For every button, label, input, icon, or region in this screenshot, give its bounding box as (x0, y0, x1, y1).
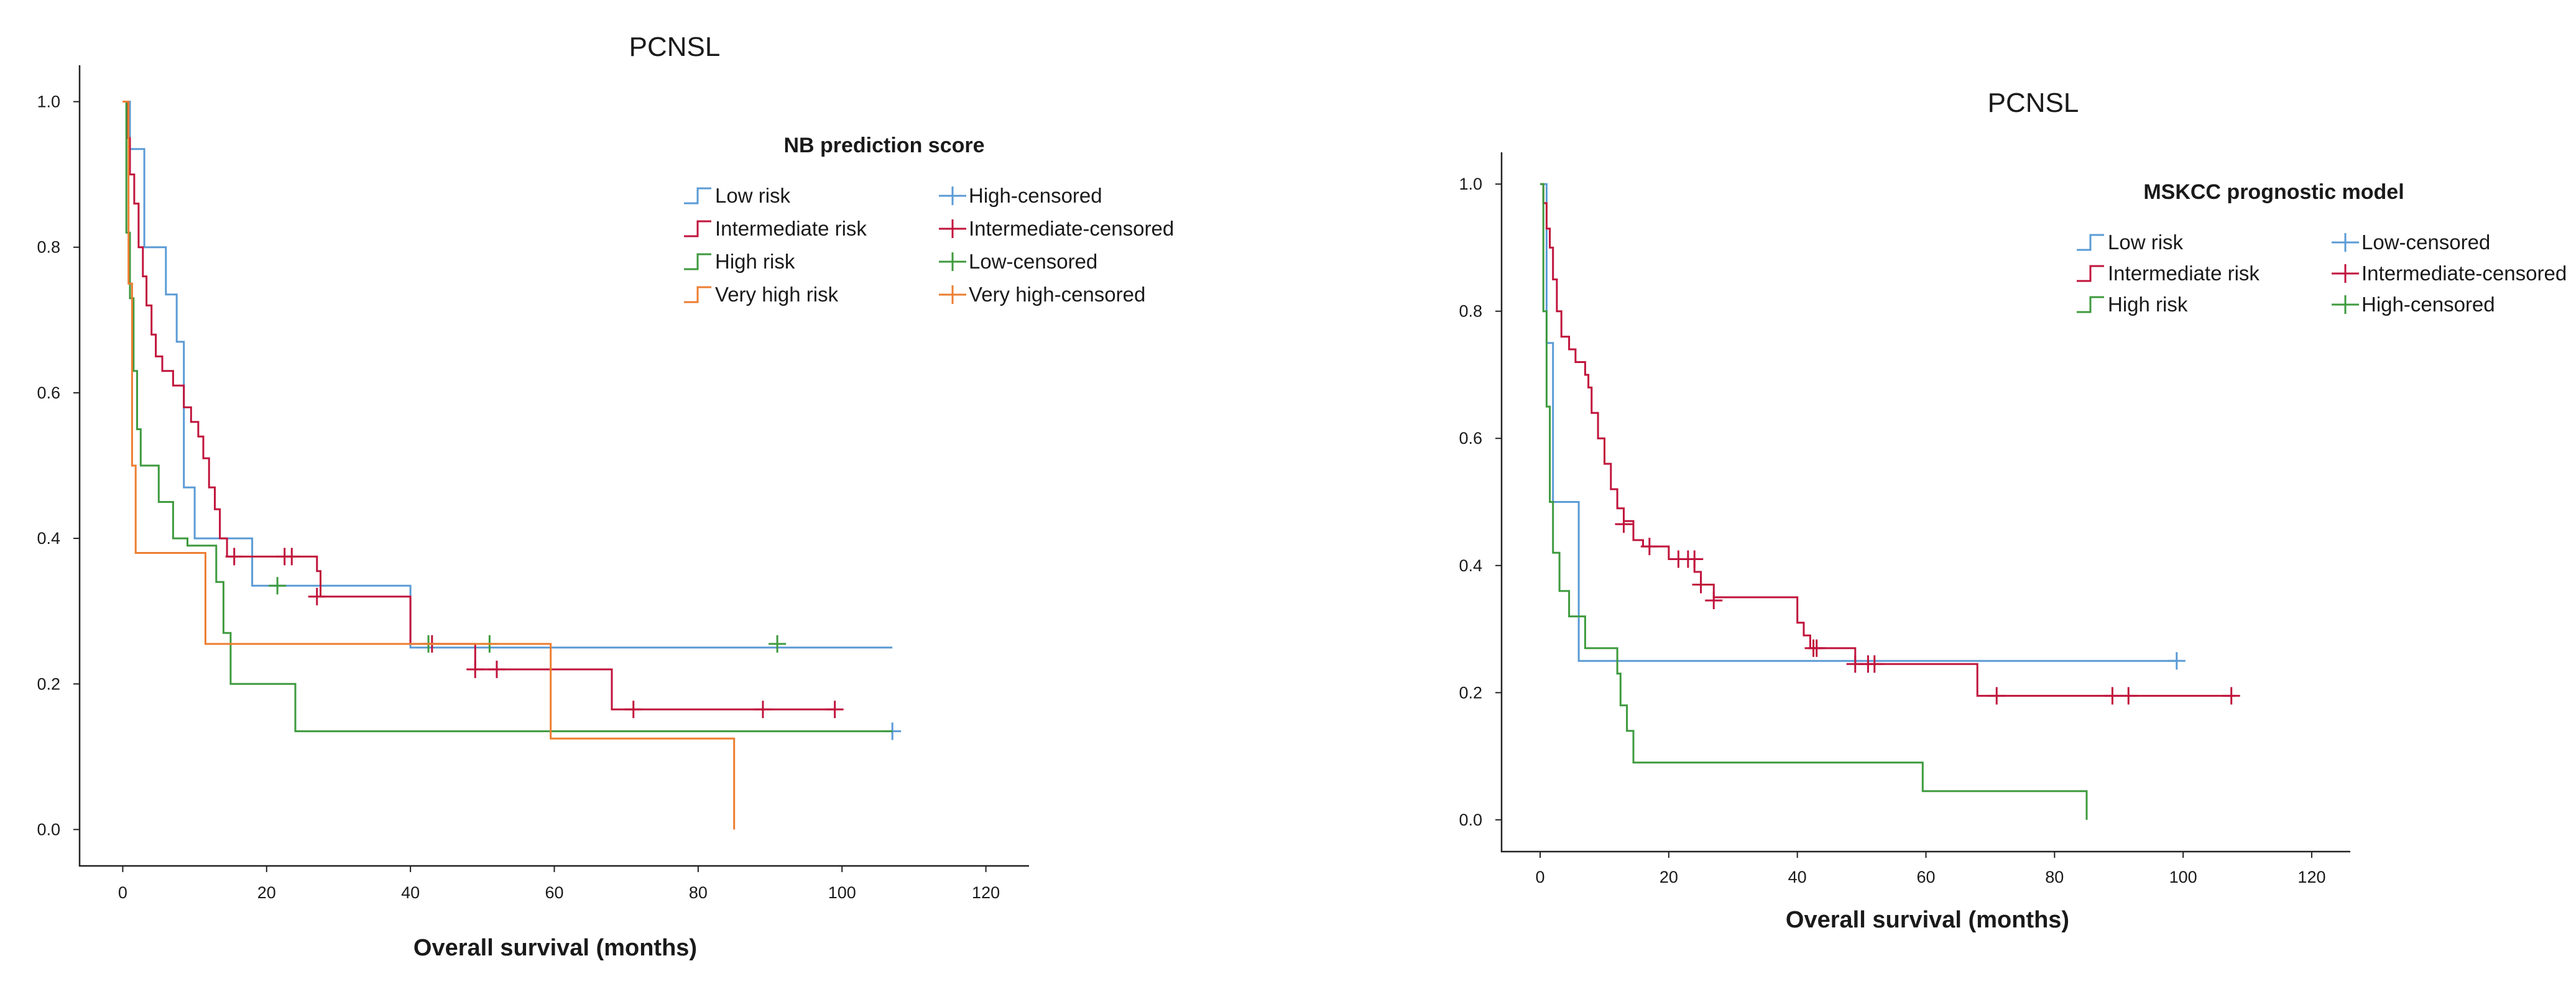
x-tick-label: 80 (2045, 868, 2064, 886)
censor-mark (754, 701, 772, 719)
legend-swatch-censor (2332, 295, 2359, 314)
legend: Low risk Intermediate risk High risk Very h… (684, 184, 1174, 306)
chart-title: PCNSL (629, 32, 721, 62)
legend-label: Low risk (715, 184, 791, 207)
censor-mark (1865, 655, 1883, 673)
legend-label: Intermediate risk (2108, 262, 2260, 285)
censor-mark (466, 660, 484, 678)
legend-swatch-censor (939, 186, 966, 205)
censor-mark (624, 701, 642, 719)
censor-mark (2167, 652, 2186, 670)
legend-swatch-censor (2332, 264, 2359, 283)
x-tick-label: 80 (689, 883, 708, 902)
x-tick-label: 60 (1916, 868, 1935, 886)
y-tick-label: 0.2 (37, 674, 60, 693)
x-tick-label: 0 (1536, 868, 1545, 886)
survival-curve-intermediate-risk (1540, 183, 2235, 697)
x-axis-label: Overall survival (months) (413, 935, 697, 961)
legend-label: Very high-censored (969, 283, 1145, 306)
y-tick-label: 0.8 (1459, 302, 1482, 321)
legend-swatch-step (2077, 234, 2104, 251)
chart-nb-prediction-score: PCNSL Overall survival (months) NB predi… (37, 32, 1174, 961)
censor-mark (1988, 687, 2006, 705)
censor-mark (826, 701, 844, 719)
censor-mark (487, 660, 506, 678)
legend-swatch-step (684, 220, 711, 237)
survival-curve-intermediate-risk (122, 101, 835, 710)
survival-curve-high-risk (122, 101, 893, 732)
legend-title: NB prediction score (783, 134, 984, 157)
y-tick-label: 0.0 (1459, 811, 1482, 829)
x-tick-label: 60 (545, 883, 563, 902)
y-tick-label: 0.2 (1459, 683, 1482, 702)
chart-mskcc-prognostic-model: PCNSL Overall survival (months) MSKCC pr… (1459, 88, 2567, 933)
censor-mark (283, 548, 301, 566)
x-tick-label: 0 (118, 883, 127, 902)
legend-swatch-step (684, 253, 711, 270)
legend-label: Very high risk (715, 283, 839, 306)
y-tick-label: 0.8 (37, 238, 60, 257)
y-tick-label: 0.6 (1459, 429, 1482, 448)
x-tick-label: 120 (972, 883, 1000, 902)
x-tick-label: 20 (1660, 868, 1678, 886)
y-tick-label: 0.4 (1459, 556, 1482, 575)
legend-label: High risk (715, 250, 795, 273)
legend-swatch-step (2077, 265, 2104, 282)
legend-label: High-censored (969, 184, 1102, 207)
x-tick-label: 100 (2169, 868, 2197, 886)
survival-curve-high-risk (1540, 183, 2088, 820)
x-tick-label: 40 (1788, 868, 1807, 886)
censor-mark (1807, 639, 1826, 657)
y-tick-label: 1.0 (37, 93, 60, 111)
censor-mark (2103, 687, 2121, 705)
censor-mark (1686, 550, 1704, 568)
censor-mark (769, 635, 787, 653)
legend-swatch-censor (939, 285, 966, 304)
censor-mark (1615, 515, 1633, 533)
legend-title: MSKCC prognostic model (2143, 180, 2404, 204)
legend-swatch-censor (939, 219, 966, 238)
legend-label: High-censored (2361, 293, 2495, 316)
legend-label: Intermediate risk (715, 217, 867, 240)
censor-mark (1640, 538, 1658, 556)
axes-frame (78, 65, 1029, 867)
legend-swatch-censor (2332, 233, 2359, 252)
x-axis-label: Overall survival (months) (1786, 907, 2069, 933)
survival-curve-low-risk (1540, 183, 2177, 662)
chart-title: PCNSL (1988, 88, 2079, 118)
axes-frame (1500, 152, 2350, 853)
x-tick-label: 100 (828, 883, 856, 902)
censor-mark (1705, 592, 1723, 610)
legend-label: High risk (2108, 293, 2188, 316)
legend-swatch-censor (939, 252, 966, 271)
y-tick-label: 0.4 (37, 529, 60, 548)
censor-mark (308, 587, 326, 605)
legend-swatch-step (684, 286, 711, 303)
legend-label: Low-censored (969, 250, 1097, 273)
x-tick-label: 40 (401, 883, 420, 902)
x-tick-label: 120 (2297, 868, 2325, 886)
legend-label: Low-censored (2361, 231, 2490, 254)
legend-label: Low risk (2108, 231, 2184, 254)
legend-swatch-step (684, 187, 711, 205)
y-tick-label: 0.0 (37, 820, 60, 839)
survival-curve-very-high-risk (122, 101, 736, 830)
y-tick-label: 1.0 (1459, 175, 1482, 193)
x-tick-label: 20 (257, 883, 276, 902)
legend-label: Intermediate-censored (2361, 262, 2567, 285)
y-tick-label: 0.6 (37, 384, 60, 402)
censor-mark (2120, 687, 2138, 705)
legend: Low risk Intermediate risk High risk Low-ce… (2077, 231, 2567, 316)
legend-label: Intermediate-censored (969, 217, 1174, 240)
censor-mark (225, 548, 243, 566)
censor-mark (1692, 576, 1710, 594)
censor-mark (2222, 687, 2240, 705)
legend-swatch-step (2077, 296, 2104, 313)
censor-mark (269, 577, 287, 595)
